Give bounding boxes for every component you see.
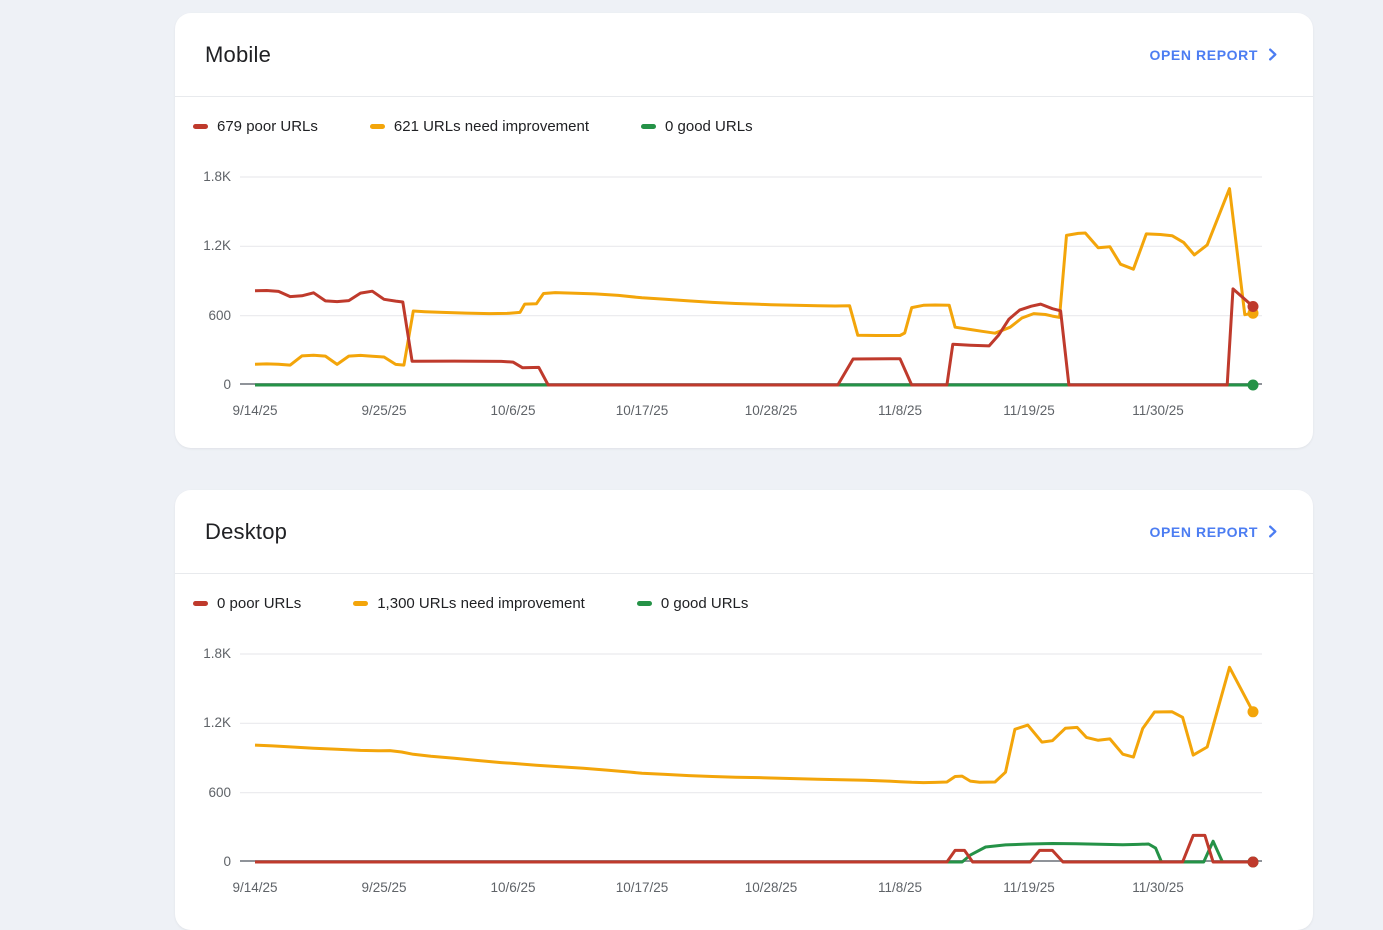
page-title: Desktop: [205, 518, 288, 544]
x-axis-label: 9/25/25: [361, 403, 407, 418]
mobile-chart-svg[interactable]: [240, 176, 1262, 391]
desktop-chart-svg[interactable]: [240, 653, 1262, 868]
legend-item-good: 0 good URLs: [636, 595, 749, 612]
legend-item-poor: 0 poor URLs: [193, 595, 301, 612]
y-axis-label: 600: [208, 785, 231, 800]
mobile-card-header: Mobile OPEN REPORT: [175, 13, 1313, 97]
y-axis-label: 1.2K: [203, 238, 231, 253]
x-axis-label: 11/30/25: [1132, 403, 1184, 418]
x-axis-label: 10/28/25: [744, 880, 798, 895]
open-report-link[interactable]: OPEN REPORT: [1149, 47, 1280, 63]
x-axis-label: 11/30/25: [1132, 880, 1184, 895]
y-axis: 1.8K 1.2K 600 0: [175, 646, 231, 869]
x-axis-label: 11/8/25: [877, 403, 923, 418]
legend: 0 poor URLs 1,300 URLs need improvement …: [193, 595, 1313, 612]
needs-improvement-swatch: [353, 601, 369, 606]
desktop-chart: 1.8K 1.2K 600 0 9/14/25 9/25/25 10/6/25 10/17/…: [175, 646, 1313, 904]
y-axis: 1.8K 1.2K 600 0: [175, 169, 231, 392]
legend-label: 679 poor URLs: [217, 118, 318, 135]
good-urls-swatch: [641, 124, 657, 129]
desktop-card-header: Desktop OPEN REPORT: [175, 490, 1313, 574]
x-axis-label: 9/14/25: [232, 880, 278, 895]
open-report-label: OPEN REPORT: [1149, 46, 1258, 63]
y-axis-label: 1.8K: [203, 646, 231, 661]
legend-item-poor: 679 poor URLs: [193, 118, 318, 135]
x-axis-label: 10/17/25: [615, 880, 669, 895]
x-axis-label: 10/17/25: [615, 403, 669, 418]
legend-label: 1,300 URLs need improvement: [377, 595, 585, 612]
x-axis-label: 11/19/25: [1003, 403, 1055, 418]
x-axis: 9/14/25 9/25/25 10/6/25 10/17/25 10/28/25 11/…: [232, 403, 1262, 423]
legend: 679 poor URLs 621 URLs need improvement …: [193, 118, 1313, 135]
legend-label: 0 poor URLs: [217, 595, 302, 612]
legend-item-needs-improvement: 621 URLs need improvement: [369, 118, 590, 135]
open-report-link[interactable]: OPEN REPORT: [1149, 524, 1280, 540]
legend-item-needs-improvement: 1,300 URLs need improvement: [353, 595, 585, 612]
chevron-right-icon: [1265, 524, 1280, 539]
x-axis: 9/14/25 9/25/25 10/6/25 10/17/25 10/28/25 11/…: [232, 880, 1262, 900]
x-axis-label: 10/6/25: [490, 880, 536, 895]
page-background: { "colors": { "page_bg": "#eef1f6", "car…: [0, 13, 1383, 930]
x-axis-label: 9/25/25: [361, 880, 407, 895]
desktop-card: Desktop OPEN REPORT 0 poor URLs 1,300 UR…: [175, 490, 1313, 930]
needs-improvement-swatch: [369, 124, 385, 129]
x-axis-label: 11/8/25: [877, 880, 923, 895]
open-report-label: OPEN REPORT: [1149, 523, 1258, 540]
y-axis-label: 1.2K: [203, 715, 231, 730]
y-axis-label: 0: [223, 377, 231, 392]
y-axis-label: 1.8K: [203, 169, 231, 184]
x-axis-label: 10/6/25: [490, 403, 536, 418]
y-axis-label: 0: [223, 854, 231, 869]
y-axis-label: 600: [208, 308, 231, 323]
mobile-card: Mobile OPEN REPORT 679 poor URLs 621 URL…: [175, 13, 1313, 448]
legend-label: 0 good URLs: [660, 595, 749, 612]
good-urls-swatch: [636, 601, 652, 606]
legend-label: 621 URLs need improvement: [393, 118, 590, 135]
x-axis-label: 9/14/25: [232, 403, 278, 418]
legend-label: 0 good URLs: [665, 118, 753, 135]
page-title: Mobile: [205, 41, 272, 67]
mobile-chart: 1.8K 1.2K 600 0 9/14/25 9/25/25 10/6/25 10/17/…: [175, 169, 1313, 427]
legend-item-good: 0 good URLs: [641, 118, 753, 135]
x-axis-label: 11/19/25: [1003, 880, 1055, 895]
poor-urls-swatch: [193, 124, 208, 129]
poor-urls-swatch: [193, 601, 208, 606]
x-axis-label: 10/28/25: [744, 403, 798, 418]
chevron-right-icon: [1265, 47, 1280, 62]
